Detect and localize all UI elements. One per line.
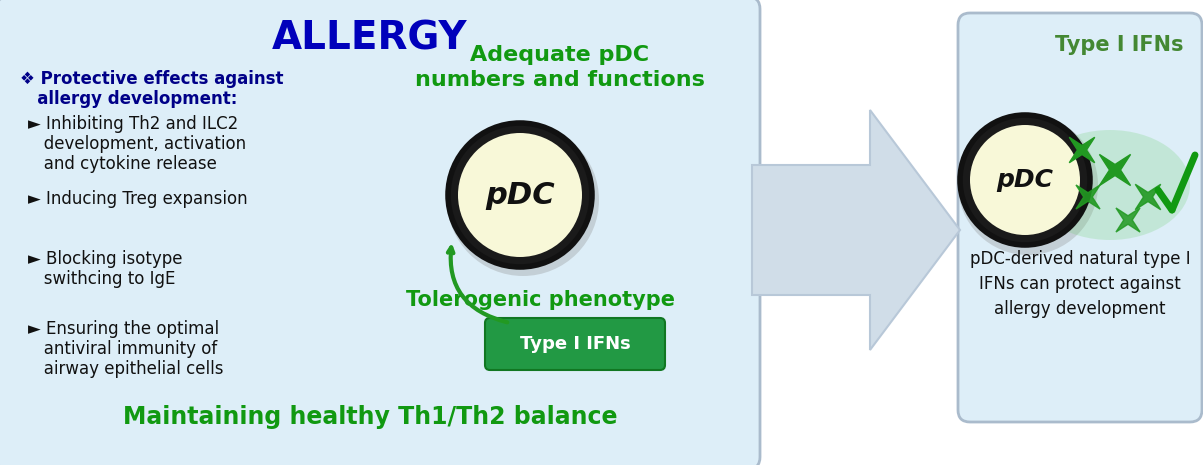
FancyBboxPatch shape	[0, 0, 760, 465]
Circle shape	[448, 124, 599, 276]
Polygon shape	[1116, 208, 1140, 232]
FancyBboxPatch shape	[485, 318, 665, 370]
Text: Type I IFNs: Type I IFNs	[1055, 35, 1184, 55]
Circle shape	[958, 115, 1098, 255]
Text: Adequate pDC
numbers and functions: Adequate pDC numbers and functions	[415, 45, 705, 90]
Text: pDC: pDC	[996, 168, 1054, 192]
Circle shape	[448, 123, 592, 267]
Text: airway epithelial cells: airway epithelial cells	[28, 360, 224, 378]
Text: ► Inhibiting Th2 and ILC2: ► Inhibiting Th2 and ILC2	[28, 115, 238, 133]
Polygon shape	[1136, 184, 1161, 210]
Polygon shape	[752, 110, 960, 350]
Text: ► Inducing Treg expansion: ► Inducing Treg expansion	[28, 190, 248, 208]
Text: Maintaining healthy Th1/Th2 balance: Maintaining healthy Th1/Th2 balance	[123, 405, 617, 429]
FancyBboxPatch shape	[958, 13, 1202, 422]
Text: pDC: pDC	[485, 180, 555, 210]
Text: Type I IFNs: Type I IFNs	[520, 335, 630, 353]
Text: development, activation: development, activation	[28, 135, 247, 153]
Text: Tolerogenic phenotype: Tolerogenic phenotype	[405, 290, 675, 310]
Text: pDC-derived natural type I
IFNs can protect against
allergy development: pDC-derived natural type I IFNs can prot…	[970, 250, 1190, 318]
Text: ► Blocking isotype: ► Blocking isotype	[28, 250, 183, 268]
Polygon shape	[1100, 154, 1131, 186]
Text: ❖ Protective effects against: ❖ Protective effects against	[20, 70, 284, 88]
Text: allergy development:: allergy development:	[20, 90, 237, 108]
Circle shape	[458, 133, 582, 257]
Ellipse shape	[1030, 130, 1190, 240]
Text: ALLERGY: ALLERGY	[272, 20, 468, 58]
Text: swithcing to IgE: swithcing to IgE	[28, 270, 176, 288]
Circle shape	[970, 125, 1080, 235]
Polygon shape	[1075, 185, 1100, 209]
Text: ► Ensuring the optimal: ► Ensuring the optimal	[28, 320, 219, 338]
Circle shape	[960, 115, 1090, 245]
Text: and cytokine release: and cytokine release	[28, 155, 217, 173]
Text: antiviral immunity of: antiviral immunity of	[28, 340, 218, 358]
Polygon shape	[1069, 137, 1095, 163]
